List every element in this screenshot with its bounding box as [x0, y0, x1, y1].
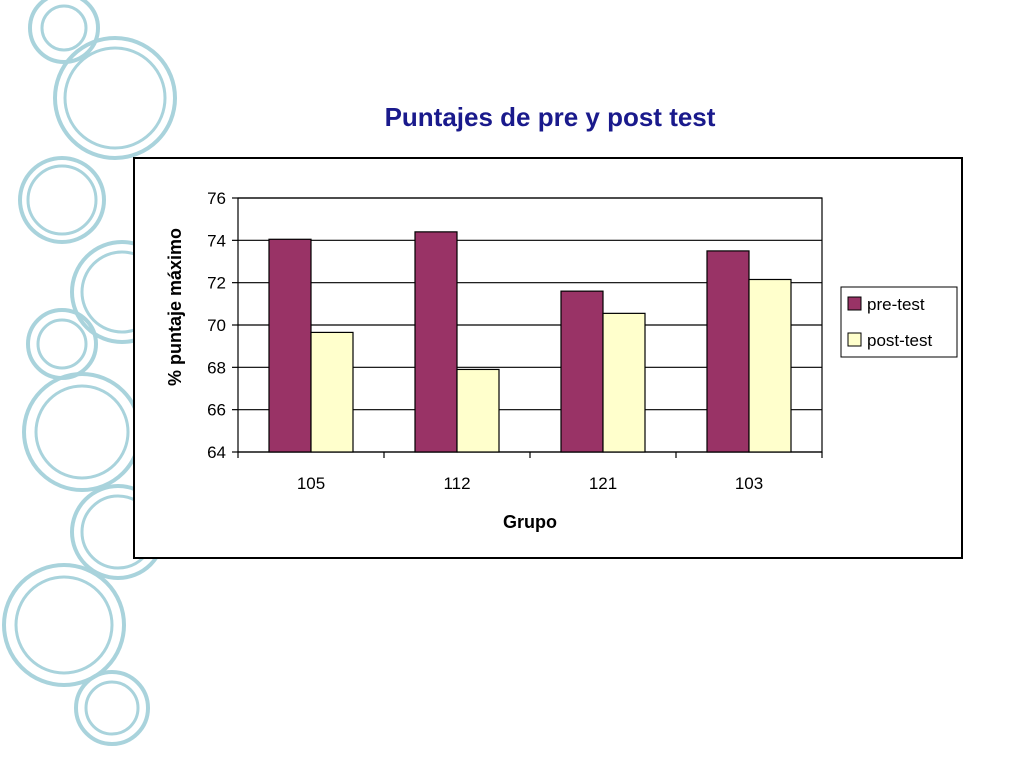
- decor-ring-inner: [14, 575, 114, 675]
- decor-ring-inner: [84, 680, 140, 736]
- decor-ring-inner: [36, 318, 88, 370]
- y-tick-label: 64: [207, 443, 226, 462]
- bar-post-test-105: [310, 331, 354, 453]
- bars: [268, 231, 792, 453]
- decor-ring: [18, 156, 106, 244]
- bar-post-test-103: [748, 278, 792, 453]
- axes: 64 66 68 70 72 74 76 105 112 121 103: [207, 189, 823, 493]
- bar-pre-test-103: [706, 250, 750, 453]
- legend-swatch-post-test: [847, 332, 862, 347]
- y-tick-label: 74: [207, 231, 226, 250]
- chart-title: Puntajes de pre y post test: [384, 102, 716, 132]
- bar-pre-test-112: [414, 231, 458, 453]
- y-tick-label: 68: [207, 358, 226, 377]
- bar-pre-test-121: [560, 290, 604, 453]
- decor-ring: [28, 0, 100, 64]
- decor-ring-inner: [40, 4, 88, 52]
- bar-post-test-112: [456, 368, 500, 453]
- bar-pre-test-105: [268, 238, 312, 453]
- x-tick-label: 105: [297, 474, 325, 493]
- decor-ring-inner: [63, 46, 167, 150]
- decor-ring-inner: [26, 164, 98, 236]
- decor-ring-inner: [34, 384, 130, 480]
- x-tick-label: 121: [589, 474, 617, 493]
- x-tick-label: 112: [443, 474, 470, 493]
- y-tick-label: 70: [207, 316, 226, 335]
- bar-post-test-121: [602, 312, 646, 453]
- x-tick-label: 103: [735, 474, 763, 493]
- y-tick-label: 76: [207, 189, 226, 208]
- decor-ring: [22, 372, 142, 492]
- legend-label: post-test: [867, 331, 932, 350]
- x-axis-title: Grupo: [503, 512, 557, 532]
- decor-ring: [2, 563, 126, 687]
- y-axis-title: % puntaje máximo: [165, 228, 185, 386]
- decor-ring: [53, 36, 177, 160]
- legend-label: pre-test: [867, 295, 925, 314]
- legend-swatch-pre-test: [847, 296, 862, 311]
- chart-area: 64 66 68 70 72 74 76 105 112 121 103 % puntaje máx…: [133, 157, 963, 559]
- bar-chart: 64 66 68 70 72 74 76 105 112 121 103 % puntaje máx…: [165, 189, 958, 532]
- y-tick-label: 66: [207, 401, 226, 420]
- decor-ring: [74, 670, 150, 746]
- legend: pre-test post-test: [840, 286, 958, 358]
- y-tick-label: 72: [207, 274, 226, 293]
